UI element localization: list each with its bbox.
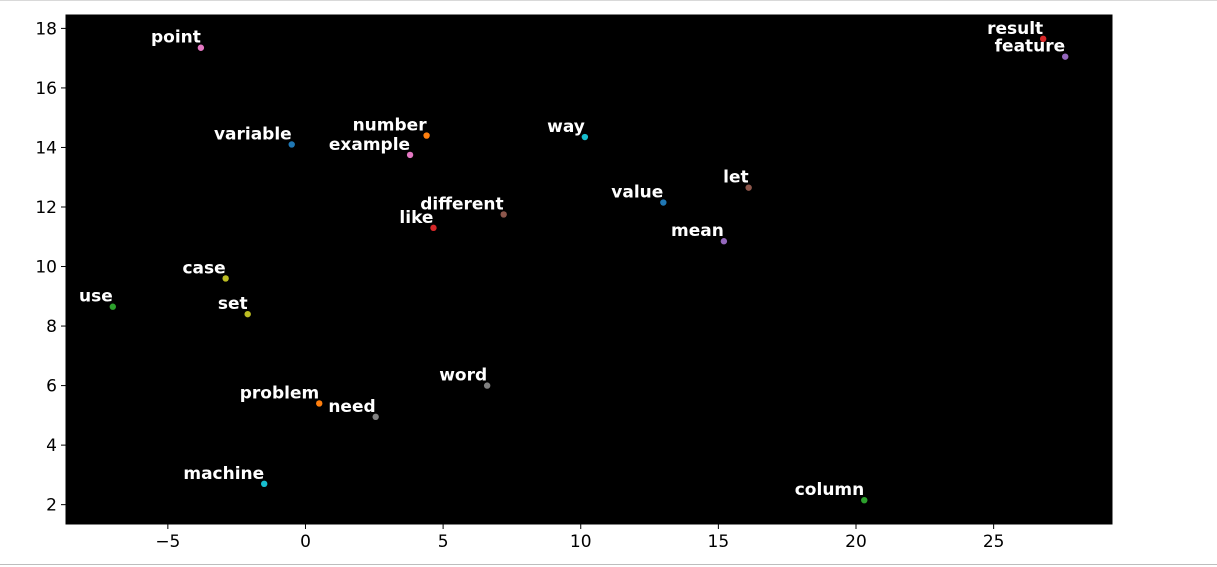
y-tick-label: 6: [46, 377, 57, 397]
point-label-number: number: [353, 116, 428, 136]
point-marker-need: [372, 413, 379, 421]
x-tick-label: 5: [438, 532, 449, 552]
point-marker-result: [1039, 35, 1047, 43]
plot-frame: [65, 14, 1113, 525]
y-tick-label: 2: [46, 496, 57, 516]
point-label-example: example: [329, 135, 410, 155]
point-label-mean: mean: [671, 221, 724, 241]
point-label-problem: problem: [240, 383, 319, 403]
x-tick-label: 25: [983, 532, 1005, 552]
y-tick-label: 4: [46, 436, 57, 456]
point-marker-machine: [260, 480, 268, 488]
y-tick-label: 12: [35, 198, 57, 218]
point-label-like: like: [399, 208, 433, 228]
point-marker-use: [109, 303, 116, 310]
point-label-value: value: [611, 183, 663, 203]
y-tick-label: 8: [46, 317, 57, 337]
plot-area: [66, 15, 1112, 524]
y-tick-label: 18: [35, 19, 57, 39]
point-marker-example: [406, 151, 414, 159]
point-label-use: use: [79, 287, 113, 307]
point-label-let: let: [723, 168, 748, 188]
point-marker-point: [197, 44, 205, 51]
point-label-way: way: [547, 117, 585, 137]
point-label-different: different: [420, 194, 503, 214]
x-tick-label: 15: [708, 532, 730, 552]
top-divider: [0, 0, 1217, 1]
point-marker-feature: [1062, 53, 1069, 60]
point-label-result: result: [987, 19, 1043, 39]
point-marker-value: [660, 199, 667, 206]
point-label-feature: feature: [995, 37, 1066, 57]
x-tick-label: 10: [570, 532, 592, 552]
point-label-machine: machine: [183, 464, 264, 484]
x-tick-label: −5: [155, 532, 180, 552]
point-label-set: set: [218, 294, 248, 314]
x-tick-label: 0: [300, 532, 311, 552]
x-tick-label: 20: [845, 532, 867, 552]
point-label-case: case: [182, 258, 225, 278]
point-marker-different: [500, 211, 507, 218]
y-tick-label: 10: [35, 258, 57, 278]
y-tick-label: 14: [35, 138, 57, 158]
point-marker-word: [483, 382, 491, 389]
bottom-divider: [0, 564, 1217, 565]
point-marker-set: [244, 310, 251, 318]
axes-layer: −5 0 5 10 15 20 25 2 4 6 8 10 12 14 16 18: [35, 14, 1113, 552]
point-label-need: need: [328, 397, 375, 417]
point-label-word: word: [439, 366, 487, 386]
point-label-variable: variable: [214, 124, 292, 144]
point-marker-problem: [316, 400, 323, 407]
point-marker-like: [430, 224, 437, 232]
point-marker-way: [581, 133, 589, 141]
point-marker-case: [222, 275, 229, 282]
point-marker-let: [745, 184, 752, 191]
point-marker-number: [423, 132, 430, 139]
y-tick-label: 16: [35, 79, 57, 99]
point-marker-column: [861, 496, 868, 504]
point-marker-variable: [288, 141, 295, 148]
point-marker-mean: [720, 238, 728, 245]
point-label-point: point: [151, 28, 201, 48]
point-label-column: column: [795, 480, 865, 500]
